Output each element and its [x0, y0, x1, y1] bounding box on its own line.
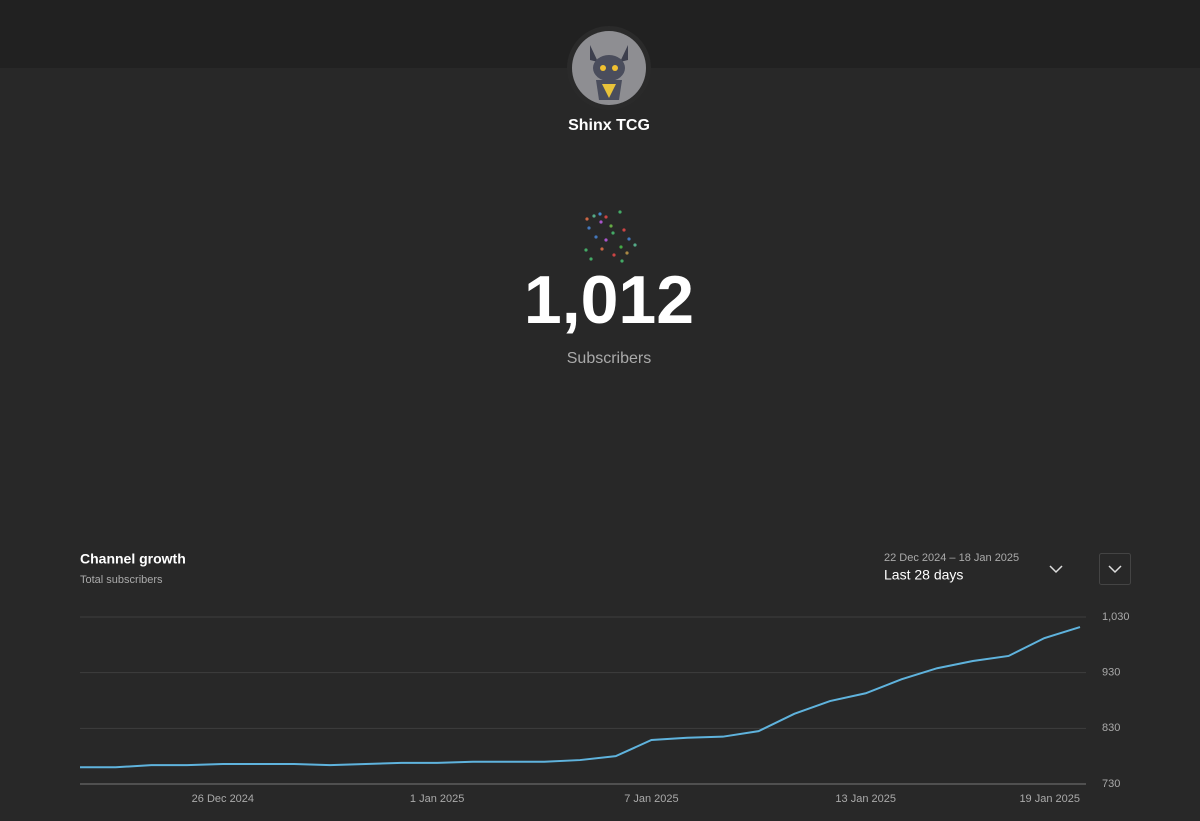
confetti — [584, 210, 637, 263]
channel-name: Shinx TCG — [568, 117, 650, 134]
chevron — [1049, 565, 1063, 574]
date-range: 22 Dec 2024 – 18 Jan 2025 — [884, 552, 1019, 564]
chart-title: Channel growth — [80, 551, 186, 567]
chart-subtitle: Total subscribers — [80, 574, 163, 586]
chevron — [1108, 565, 1122, 574]
options-button[interactable] — [1099, 553, 1131, 585]
y-tick-label: 730 — [1102, 778, 1120, 790]
avatar — [567, 26, 651, 110]
growth-line — [80, 626, 1081, 769]
x-tick-label: 13 Jan 2025 — [835, 793, 896, 805]
x-tick-label: 19 Jan 2025 — [1019, 793, 1080, 805]
x-tick-label: 1 Jan 2025 — [410, 793, 464, 805]
subscriber-count: 1,012 — [524, 262, 694, 338]
date-picker[interactable]: 22 Dec 2024 – 18 Jan 2025 Last 28 days — [884, 552, 1063, 583]
button-frame — [1099, 553, 1131, 585]
y-tick-label: 830 — [1102, 722, 1120, 734]
date-period: Last 28 days — [884, 567, 963, 583]
y-tick-label: 1,030 — [1102, 611, 1130, 623]
subscriber-label: Subscribers — [567, 350, 651, 367]
x-tick-label: 7 Jan 2025 — [624, 793, 678, 805]
y-tick-label: 930 — [1102, 667, 1120, 679]
x-tick-label: 26 Dec 2024 — [192, 793, 254, 805]
